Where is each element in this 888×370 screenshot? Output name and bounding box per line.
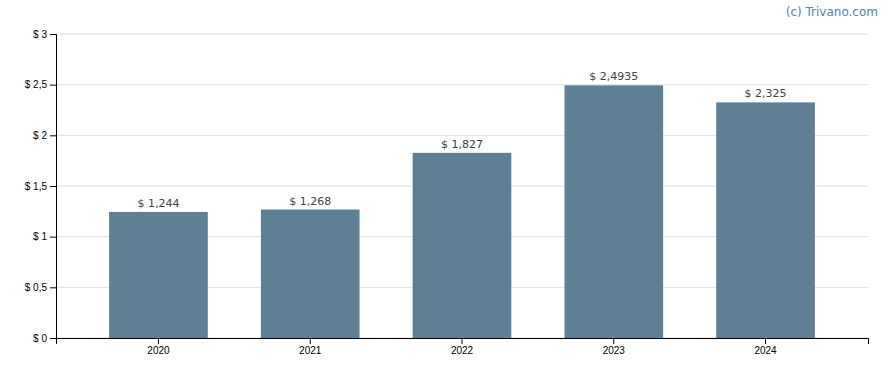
data-label: $ 1,244 — [137, 197, 179, 210]
x-tick-label: 2022 — [451, 345, 474, 356]
bars — [109, 85, 815, 338]
data-label: $ 2,4935 — [589, 70, 638, 83]
x-tick-mark — [462, 338, 463, 344]
y-tick: $ 3 — [33, 29, 56, 40]
data-label: $ 1,268 — [289, 195, 331, 208]
x-tick-label: 2021 — [299, 345, 322, 356]
y-tick-mark — [50, 186, 56, 187]
grid — [56, 34, 868, 338]
x-tick: 2024 — [754, 338, 777, 356]
y-tick: $ 1,5 — [25, 181, 56, 192]
x-tick-mark — [613, 338, 614, 344]
y-axis: $ 0 $ 0,5 $ 1 $ 1,5 $ 2 $ 2,5 $ 3 — [25, 29, 57, 344]
bar — [261, 210, 360, 338]
x-tick-label: 2023 — [603, 345, 626, 356]
x-tick: 2020 — [147, 338, 170, 356]
y-tick: $ 0,5 — [25, 282, 56, 293]
x-tick-label: 2020 — [147, 345, 170, 356]
grid-line — [56, 84, 868, 85]
y-tick-mark — [50, 135, 56, 136]
bar — [413, 153, 512, 338]
y-tick-mark — [50, 34, 56, 35]
y-tick-label: $ 3 — [33, 29, 47, 40]
y-tick-label: $ 0,5 — [25, 282, 48, 293]
y-tick-mark — [50, 237, 56, 238]
y-tick: $ 0 — [33, 333, 56, 344]
y-tick: $ 2,5 — [25, 79, 56, 90]
chart: $ 1,244$ 1,268$ 1,827$ 2,4935$ 2,325$ 0$… — [0, 0, 888, 370]
bar — [716, 102, 815, 338]
y-tick-label: $ 0 — [33, 333, 47, 344]
x-tick-mark — [310, 338, 311, 344]
y-tick-mark — [50, 85, 56, 86]
data-labels: $ 1,244 $ 1,268 $ 1,827 $ 2,4935 $ 2,325 — [137, 70, 786, 210]
y-tick-mark — [50, 338, 56, 339]
x-axis: 2020 2021 2022 2023 2024 — [57, 338, 869, 356]
y-tick-label: $ 2 — [33, 130, 47, 141]
x-tick: 2021 — [299, 338, 322, 356]
x-tick: 2022 — [451, 338, 474, 356]
x-tick-label: 2024 — [754, 345, 777, 356]
grid-line — [56, 34, 868, 35]
y-tick-mark — [50, 287, 56, 288]
plot: $ 1,244$ 1,268$ 1,827$ 2,4935$ 2,325$ 0$… — [25, 29, 869, 356]
bar — [109, 212, 208, 338]
bar — [564, 85, 663, 338]
x-tick: 2023 — [603, 338, 626, 356]
y-tick: $ 1 — [33, 231, 56, 242]
x-tick-mark — [765, 338, 766, 344]
y-tick-label: $ 1,5 — [25, 181, 48, 192]
x-axis-line — [57, 339, 869, 345]
watermark: (c) Trivano.com — [786, 5, 878, 19]
x-tick-mark — [158, 338, 159, 344]
y-tick: $ 2 — [33, 130, 56, 141]
data-label: $ 1,827 — [441, 138, 483, 151]
data-label: $ 2,325 — [745, 87, 787, 100]
y-tick-label: $ 1 — [33, 231, 47, 242]
y-tick-label: $ 2,5 — [25, 79, 48, 90]
y-axis-line — [50, 35, 57, 339]
